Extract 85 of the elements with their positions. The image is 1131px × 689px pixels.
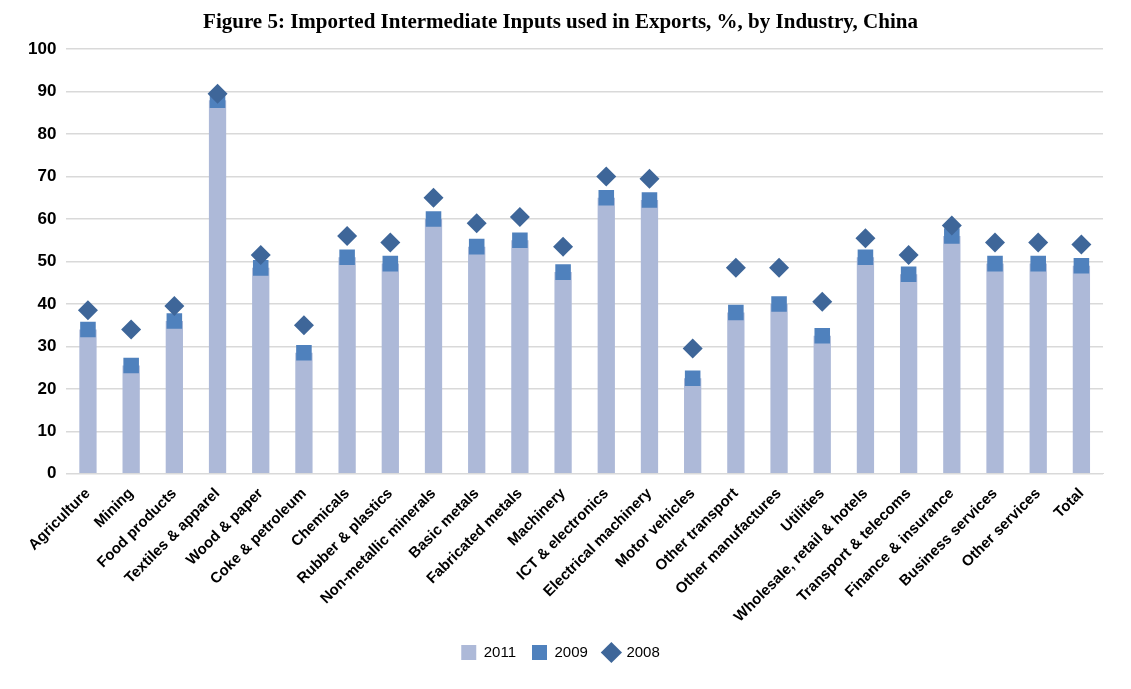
y-tick-label: 70 [37,166,57,186]
bar [856,257,875,474]
bar [597,197,615,474]
bar [381,263,399,474]
point [898,245,919,266]
point [423,187,444,208]
bar [899,274,918,474]
point [123,357,139,374]
bar [295,352,313,474]
point [293,315,314,336]
point [855,228,876,249]
bar [511,240,529,474]
point [509,206,530,227]
y-tick-label: 40 [37,293,57,313]
point [250,245,271,266]
bar [554,272,572,474]
point [553,236,574,257]
y-tick-label: 20 [37,378,57,398]
point [1073,257,1090,274]
bar [943,236,961,474]
y-tick-label: 100 [27,38,57,58]
bar [813,335,831,474]
legend-label: 2009 [554,642,588,660]
y-tick-label: 30 [37,336,57,356]
point [166,313,183,329]
bar [424,219,443,474]
point [598,190,615,206]
point [728,304,744,321]
point [164,296,185,317]
point [771,296,787,312]
point [769,257,790,278]
point [466,213,487,234]
point [987,255,1003,272]
bar [1029,263,1047,474]
point [207,83,228,104]
point [121,319,142,340]
bar [986,263,1004,474]
point [77,300,98,321]
point [682,338,703,359]
point [382,255,399,272]
bar [252,267,270,474]
bar [122,365,140,474]
point [812,291,833,312]
bar [208,100,227,474]
bar [1072,265,1091,474]
point [725,257,746,278]
point [900,266,917,283]
point [941,215,962,236]
bar [338,257,356,474]
bar [79,329,97,474]
point [596,166,617,187]
point [684,370,701,387]
y-tick-label: 80 [37,123,57,143]
legend-label: 2011 [483,642,517,660]
bar [770,303,788,474]
bar [640,199,659,474]
y-tick-label: 10 [37,421,57,441]
point [512,232,528,249]
point [1028,232,1049,253]
legend-label: 2008 [626,642,660,660]
point [337,226,358,247]
point [80,321,96,338]
y-tick-label: 0 [46,463,57,483]
bar [684,378,702,474]
point [857,249,874,266]
y-tick-label: 60 [37,208,57,228]
point [639,168,660,189]
chart-title: Figure 5: Imported Intermediate Inputs used in Exports, %, by Industry, China [203,9,919,34]
point [1030,255,1046,272]
point [339,249,355,266]
point [1071,234,1092,255]
point [425,211,442,227]
point [555,264,571,280]
bar [468,246,486,474]
point [296,345,312,361]
bar [727,312,745,474]
point [985,232,1006,253]
point [814,328,831,344]
point [468,238,485,255]
y-tick-label: 90 [37,81,57,101]
bar [165,320,183,474]
point [252,260,269,276]
point [641,192,658,208]
y-tick-label: 50 [37,251,57,271]
point [380,232,401,253]
